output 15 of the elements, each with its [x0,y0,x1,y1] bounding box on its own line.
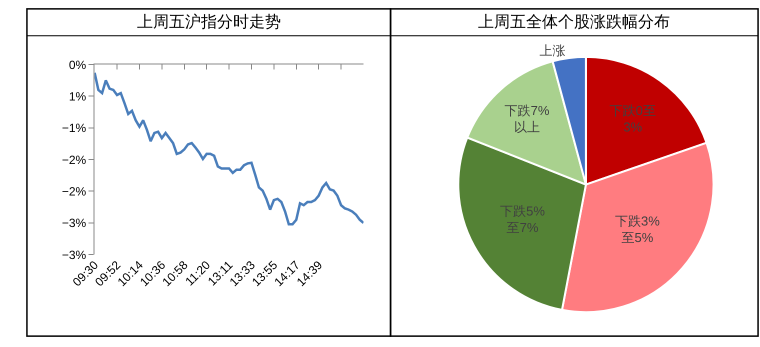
slice-label: 下跌7% 以上 [504,102,550,135]
slice-label: 下跌0至 3% [610,102,656,135]
y-tick-label: −3% [62,216,87,230]
slice-label: 上涨 [539,43,566,58]
y-tick-label: 0% [68,58,87,72]
slice-label: 下跌5% 至7% [500,203,546,236]
chart-title: 上周五全体个股涨跌幅分布 [478,13,670,31]
y-tick-label: −3% [62,248,87,262]
slice-label: 下跌3% 至5% [615,213,660,246]
y-tick-label: −2% [62,184,87,198]
chart-title: 上周五沪指分时走势 [137,13,281,31]
y-tick-label: −1% [62,121,87,136]
y-tick-label: −2% [62,152,87,167]
line-series [94,72,364,226]
y-tick-label: 1% [68,89,87,104]
